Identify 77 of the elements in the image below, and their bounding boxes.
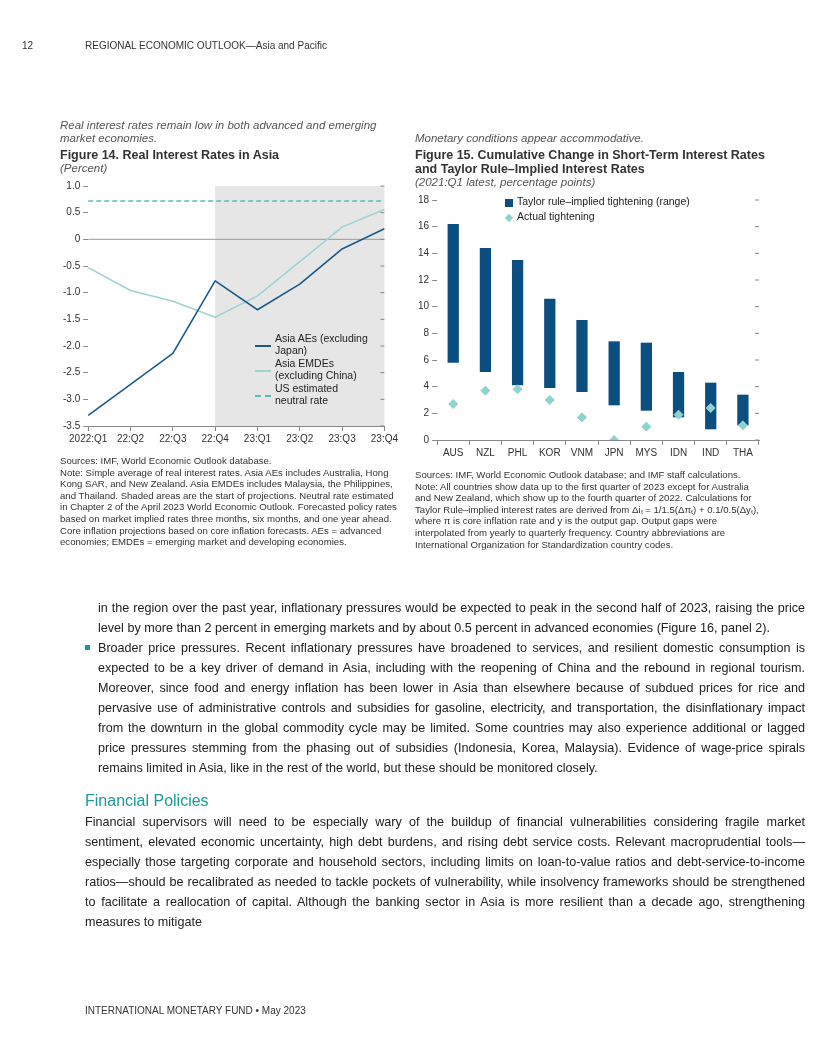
- y-tick-label: -2.0: [63, 339, 81, 351]
- x-tick-label: 22:Q4: [201, 432, 230, 444]
- bar: [576, 320, 588, 392]
- x-tick-label: PHL: [507, 446, 528, 458]
- x-tick-label: 2022:Q1: [69, 432, 108, 444]
- bar: [479, 248, 492, 372]
- y-tick-label: 18: [418, 193, 430, 205]
- text: Financial supervisors will need to be especially wary of the buildup of financial vulnerabilities considering fragile market sentiment, elevated economic uncertainty, high debt burdens, and rising debt service costs. Relevant macroprudential tools—especially those targeting corporate and household sectors, including limits on loan-to-value ratios and debt-service-to-income ratios—should be recalibrated as needed to tackle pockets of vulnerability, while insolvency frameworks should be strengthened to facilitate a reallocation of capital. Although the banking sector in Asia is more resilient than a decade ago, strengthening measures to mitigate: [85, 814, 805, 931]
- point: [512, 384, 523, 395]
- bar: [544, 298, 556, 388]
- chart-title: Figure 15. Cumulative Change in Short-Term Interest Rates and Taylor Rule–Implied Interest Rates: [415, 148, 765, 176]
- x-tick-label: VNM: [570, 446, 594, 458]
- chart-subtitle: (2021:Q1 latest, percentage points): [415, 176, 597, 189]
- x-tick-label: 22:Q2: [116, 432, 145, 444]
- y-tick-label: -3.5: [63, 419, 81, 431]
- text: Financial Policies: [85, 792, 210, 810]
- x-tick-label: 23:Q2: [286, 432, 314, 444]
- bar: [608, 341, 620, 406]
- y-tick-label: -0.5: [63, 259, 81, 271]
- point: [673, 409, 684, 420]
- y-tick-label: -1.5: [63, 313, 81, 325]
- x-tick-label: IND: [702, 446, 720, 458]
- text: 12: [22, 40, 34, 51]
- x-tick-label: 23:Q4: [370, 432, 399, 444]
- x-tick-label: MYS: [635, 446, 658, 458]
- text: Note: Simple average of real interest rates. Asia AEs includes Australia, Hong Kong SAR, and New Zealand. Asia EMDEs includes Malaysia, the Philippines, and Thailand. Shaded areas are the start of projections. Neutral rate estimated in Chapter 2 of the April 2023 World Economic Outlook. Forecasted policy rates based on market implied rates three months, six months, and one year ahead. Core inflation projections based on core inflation forecasts. AEs = advanced economies; EMDEs = emerging market and developing economies.: [60, 466, 398, 548]
- y-tick-label: 2: [423, 407, 430, 419]
- bar: [640, 342, 652, 411]
- y-tick-label: 16: [418, 220, 430, 232]
- point: [641, 421, 652, 432]
- y-tick-label: 6: [423, 353, 430, 365]
- point: [705, 403, 716, 413]
- y-tick-label: 4: [423, 380, 430, 392]
- legend-label: Asia AEs (excluding Japan): [275, 332, 369, 356]
- y-tick-label: 0: [74, 233, 81, 245]
- y-tick-label: 10: [418, 300, 430, 312]
- bar: [737, 394, 749, 426]
- y-tick-label: -2.5: [63, 366, 81, 378]
- text: Real interest rates remain low in both advanced and emerging market economies.: [60, 119, 378, 145]
- legend-label: Actual tightening: [517, 210, 595, 222]
- source-note: Sources: IMF, World Economic Outlook database; and IMF staff calculations.: [415, 469, 742, 481]
- point: [448, 399, 459, 409]
- text: REGIONAL ECONOMIC OUTLOOK—Asia and Pacific: [85, 40, 327, 51]
- text: in the region over the past year, inflationary pressures would be expected to peak in the second half of 2023, raising the price level by more than 2 percent in emerging markets and by about 0.5 percent in advanced economies (Figure 16, panel 2).: [97, 600, 805, 637]
- x-tick-label: 22:Q3: [159, 432, 187, 444]
- x-tick-label: KOR: [538, 446, 561, 458]
- bar: [447, 224, 459, 363]
- y-tick-label: -1.0: [63, 286, 81, 298]
- legend-label: Asia EMDEs (excluding China): [275, 357, 358, 381]
- x-tick-label: JPN: [604, 446, 624, 458]
- bar: [511, 260, 524, 386]
- text: INTERNATIONAL MONETARY FUND • May 2023: [85, 1005, 306, 1016]
- legend-label: Taylor rule–implied tightening (range): [517, 195, 690, 207]
- point: [544, 395, 555, 405]
- x-tick-label: NZL: [475, 446, 496, 458]
- y-tick-label: 12: [418, 273, 430, 285]
- point: [737, 420, 748, 431]
- source-note: Sources: IMF, World Economic Outlook database.: [60, 455, 273, 467]
- x-tick-label: IDN: [669, 446, 688, 458]
- x-tick-label: AUS: [442, 446, 464, 458]
- y-tick-label: -3.0: [63, 393, 81, 405]
- text: Monetary conditions appear accommodative.: [415, 132, 645, 145]
- point: [480, 385, 491, 396]
- y-tick-label: 0.5: [66, 206, 81, 218]
- y-tick-label: 14: [418, 247, 430, 259]
- text: Broader price pressures. Recent inflationary pressures have broadened to services, and resilient domestic consumption is expected to be a key driver of demand in Asia, including with the reopening of China and the rebound in regional tourism. Moreover, since food and energy inflation has been lower in Asia than elsewhere because of subdued prices for rice and pervasive use of administrative controls and subsidies for gasoline, electricity, and transportation, the disinflationary impact from the downturn in the global commodity cycle may be limited. Some countries may also experience additional or lagged price pressures stemming from the phasing out of subsidies (Indonesia, Korea, Malaysia). Evidence of wage-price spirals remains limited in Asia, like in the rest of the world, but these should be monitored closely.: [97, 640, 805, 777]
- y-tick-label: 8: [423, 327, 430, 339]
- point: [576, 412, 587, 423]
- chart-title: Figure 14. Real Interest Rates in Asia: [60, 148, 281, 162]
- x-tick-label: THA: [732, 446, 754, 458]
- y-tick-label: 0: [423, 433, 430, 445]
- chart-subtitle: (Percent): [60, 162, 109, 175]
- x-tick-label: 23:Q3: [328, 432, 357, 444]
- legend-label: US estimated neutral rate: [275, 382, 340, 406]
- x-tick-label: 23:Q1: [243, 432, 272, 444]
- y-tick-label: 1.0: [66, 179, 81, 191]
- text: Note: All countries show data up to the first quarter of 2023 except for Australia and New Zealand, which show up to the fourth quarter of 2022. Calculations for Taylor Rule–implied interest rates are derived from Δiₜ = 1/1.5(Δπₜ) + 0.1/0.5(Δyₜ), where π is core inflation rate and y is the output gap. Output gaps were interpolated from yearly to quarterly frequency. Country abbreviations are International Organization for Standardization country codes.: [415, 480, 760, 551]
